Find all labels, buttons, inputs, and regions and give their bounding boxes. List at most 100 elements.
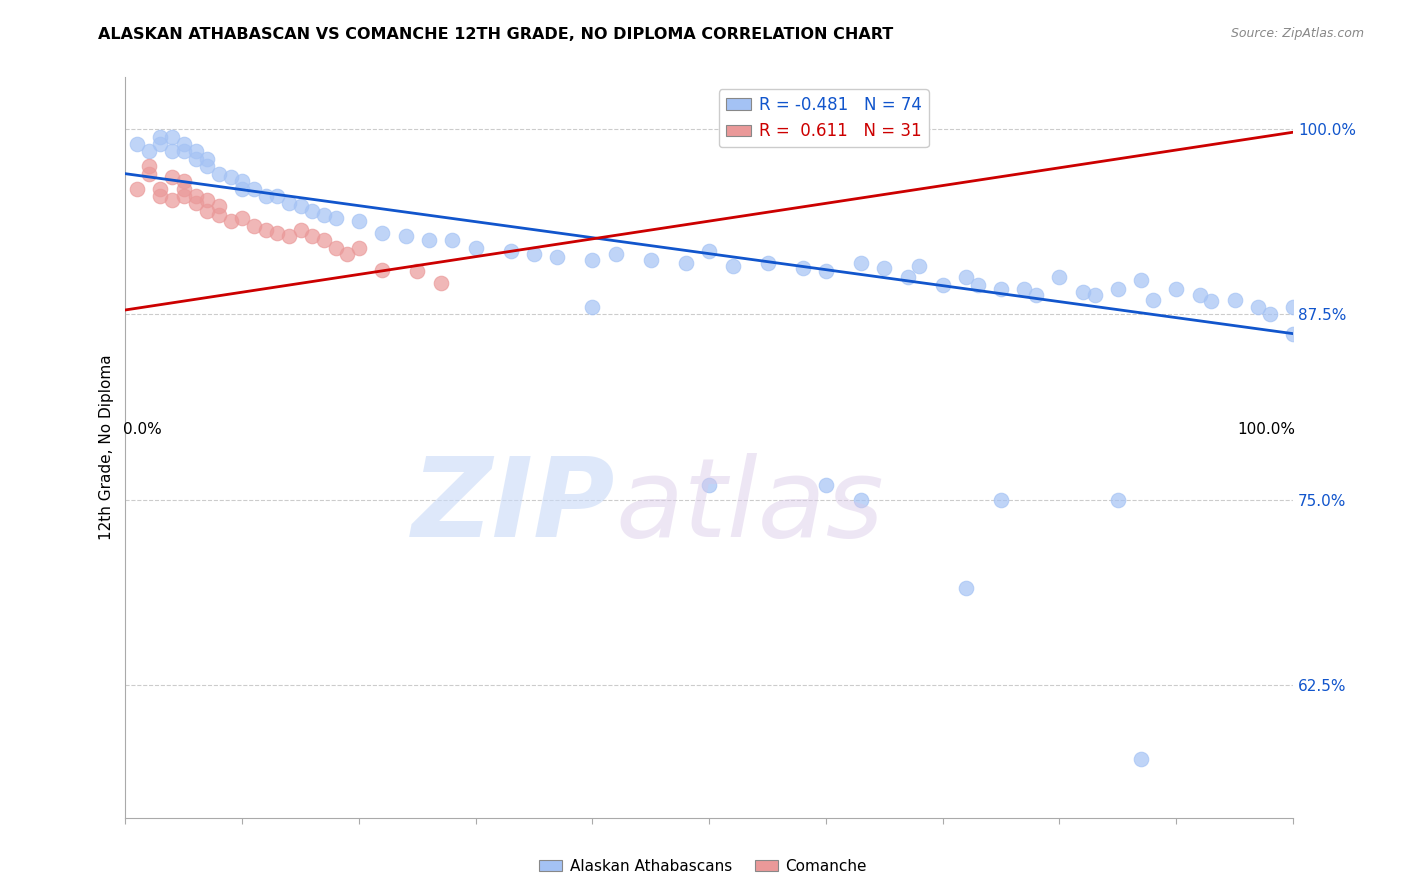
- Point: [1166, 282, 1188, 296]
- Point: [208, 167, 231, 181]
- Point: [756, 255, 779, 269]
- Point: [371, 263, 394, 277]
- Point: [1199, 294, 1222, 309]
- Legend: R = -0.481   N = 74, R =  0.611   N = 31: R = -0.481 N = 74, R = 0.611 N = 31: [718, 89, 928, 147]
- Point: [219, 214, 242, 228]
- Point: [849, 492, 872, 507]
- Point: [849, 255, 872, 269]
- Text: 0.0%: 0.0%: [124, 422, 162, 437]
- Point: [173, 189, 195, 203]
- Point: [406, 264, 429, 278]
- Point: [1130, 273, 1153, 287]
- Point: [1083, 288, 1105, 302]
- Point: [160, 194, 183, 208]
- Point: [195, 194, 218, 208]
- Point: [325, 211, 347, 226]
- Point: [371, 226, 394, 240]
- Point: [312, 208, 335, 222]
- Point: [546, 250, 568, 264]
- Point: [499, 244, 522, 258]
- Point: [429, 277, 451, 291]
- Point: [581, 252, 603, 267]
- Point: [1130, 752, 1153, 766]
- Point: [325, 241, 347, 255]
- Text: 100.0%: 100.0%: [1237, 422, 1295, 437]
- Point: [955, 582, 977, 596]
- Text: ALASKAN ATHABASCAN VS COMANCHE 12TH GRADE, NO DIPLOMA CORRELATION CHART: ALASKAN ATHABASCAN VS COMANCHE 12TH GRAD…: [98, 27, 894, 42]
- Point: [160, 169, 183, 184]
- Point: [1258, 307, 1281, 321]
- Point: [184, 152, 207, 166]
- Point: [908, 259, 931, 273]
- Point: [1282, 300, 1305, 314]
- Point: [160, 129, 183, 144]
- Point: [160, 145, 183, 159]
- Point: [312, 233, 335, 247]
- Point: [347, 241, 370, 255]
- Y-axis label: 12th Grade, No Diploma: 12th Grade, No Diploma: [100, 355, 114, 541]
- Point: [208, 199, 231, 213]
- Point: [697, 244, 720, 258]
- Point: [721, 259, 744, 273]
- Point: [149, 137, 172, 152]
- Point: [301, 228, 323, 243]
- Point: [418, 233, 440, 247]
- Point: [231, 181, 253, 195]
- Point: [1223, 293, 1246, 307]
- Point: [277, 196, 299, 211]
- Point: [1188, 288, 1211, 302]
- Point: [1247, 300, 1270, 314]
- Point: [254, 223, 277, 237]
- Point: [219, 169, 242, 184]
- Point: [605, 246, 627, 260]
- Point: [932, 277, 955, 292]
- Point: [441, 233, 464, 247]
- Text: atlas: atlas: [616, 453, 884, 560]
- Point: [395, 228, 418, 243]
- Point: [243, 181, 266, 195]
- Point: [149, 181, 172, 195]
- Text: Source: ZipAtlas.com: Source: ZipAtlas.com: [1230, 27, 1364, 40]
- Point: [138, 145, 160, 159]
- Point: [640, 252, 662, 267]
- Point: [127, 181, 149, 195]
- Point: [1014, 282, 1036, 296]
- Point: [184, 196, 207, 211]
- Point: [266, 226, 288, 240]
- Point: [1142, 293, 1164, 307]
- Point: [581, 300, 603, 314]
- Point: [301, 203, 323, 218]
- Point: [966, 277, 988, 292]
- Point: [195, 152, 218, 166]
- Point: [792, 261, 814, 276]
- Point: [523, 246, 546, 260]
- Point: [266, 189, 288, 203]
- Point: [184, 189, 207, 203]
- Point: [127, 137, 149, 152]
- Point: [195, 159, 218, 173]
- Legend: Alaskan Athabascans, Comanche: Alaskan Athabascans, Comanche: [533, 853, 873, 880]
- Point: [184, 145, 207, 159]
- Point: [208, 208, 231, 222]
- Point: [173, 181, 195, 195]
- Point: [173, 137, 195, 152]
- Point: [290, 199, 312, 213]
- Point: [149, 129, 172, 144]
- Point: [1025, 288, 1047, 302]
- Point: [138, 167, 160, 181]
- Point: [1049, 270, 1071, 285]
- Point: [1107, 492, 1129, 507]
- Point: [173, 145, 195, 159]
- Point: [990, 282, 1012, 296]
- Point: [814, 477, 837, 491]
- Point: [464, 241, 486, 255]
- Point: [173, 174, 195, 188]
- Point: [277, 228, 299, 243]
- Point: [697, 477, 720, 491]
- Point: [1282, 326, 1305, 341]
- Point: [243, 219, 266, 233]
- Point: [1107, 282, 1129, 296]
- Point: [897, 270, 920, 285]
- Point: [290, 223, 312, 237]
- Point: [195, 203, 218, 218]
